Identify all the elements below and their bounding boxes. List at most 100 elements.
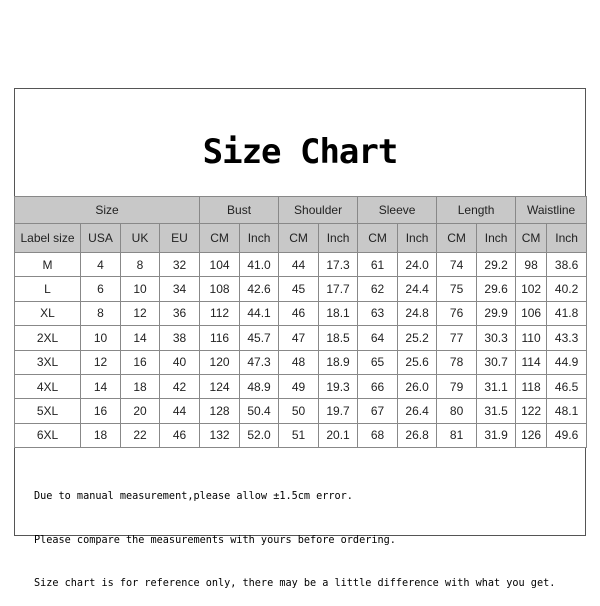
table-cell: 122	[515, 398, 548, 424]
table-row: L 6 10 34 108 42.6 45 17.7 62 24.4 75 29.6 102 40.2	[14, 276, 588, 302]
column-header: CM	[436, 223, 478, 253]
table-cell: 18	[120, 373, 160, 400]
group-header: Sleeve	[357, 196, 438, 224]
table-cell: 48.1	[546, 398, 588, 424]
table-cell: 46.5	[546, 373, 588, 400]
table-cell: 40	[158, 349, 201, 375]
table-cell: 5XL	[14, 398, 81, 424]
table-cell: 48.9	[239, 373, 280, 400]
table-cell: 22	[120, 422, 160, 449]
table-cell: 17.3	[318, 251, 359, 278]
table-cell: 14	[120, 325, 160, 351]
table-cell: 44	[278, 251, 320, 278]
table-cell: M	[14, 251, 81, 278]
table-cell: 8	[80, 300, 121, 327]
column-header: Inch	[546, 223, 588, 253]
group-header: Length	[436, 196, 517, 224]
table-cell: 18.1	[318, 300, 359, 327]
column-header: Inch	[239, 223, 280, 253]
table-cell: 132	[199, 422, 241, 449]
table-cell: 65	[357, 349, 399, 375]
table-cell: 76	[436, 300, 478, 327]
table-cell: 4XL	[14, 373, 81, 400]
table-cell: 2XL	[14, 325, 81, 351]
table-cell: 20	[120, 398, 160, 424]
table-cell: 78	[436, 349, 478, 375]
note-line: Due to manual measurement,please allow ±…	[34, 491, 353, 502]
table-cell: XL	[14, 300, 81, 327]
table-cell: 30.7	[476, 349, 517, 375]
table-cell: 40.2	[546, 276, 588, 302]
table-cell: 49	[278, 373, 320, 400]
table-cell: 41.8	[546, 300, 588, 327]
table-cell: 49.6	[546, 422, 588, 449]
table-cell: 26.0	[397, 373, 438, 400]
table-cell: 98	[515, 251, 548, 278]
table-cell: 74	[436, 251, 478, 278]
table-cell: 16	[80, 398, 121, 424]
table-cell: 61	[357, 251, 399, 278]
table-cell: 102	[515, 276, 548, 302]
table-cell: 114	[515, 349, 548, 375]
notes: Due to manual measurement,please allow ±…	[34, 461, 555, 606]
table-cell: 24.8	[397, 300, 438, 327]
table-cell: 104	[199, 251, 241, 278]
table-cell: 77	[436, 325, 478, 351]
table-cell: 120	[199, 349, 241, 375]
table-cell: 17.7	[318, 276, 359, 302]
table-cell: 106	[515, 300, 548, 327]
table-cell: 44	[158, 398, 201, 424]
note-line: Please compare the measurements with you…	[34, 534, 396, 546]
table-cell: 31.1	[476, 373, 517, 400]
size-table: Size Bust Shoulder Sleeve Length Waistline Lab…	[13, 196, 588, 449]
table-row: 3XL 12 16 40 120 47.3 48 18.9 65 25.6 78 30.7 114 44.…	[14, 349, 588, 375]
table-cell: 24.0	[397, 251, 438, 278]
column-header: EU	[158, 223, 201, 253]
table-cell: 10	[80, 325, 121, 351]
group-header: Waistline	[515, 196, 588, 224]
table-cell: 80	[436, 398, 478, 424]
table-row: 2XL 10 14 38 116 45.7 47 18.5 64 25.2 77 30.3 110 43.…	[14, 325, 588, 351]
table-cell: 52.0	[239, 422, 280, 449]
table-cell: 6	[80, 276, 121, 302]
group-header: Shoulder	[278, 196, 359, 224]
table-cell: 12	[120, 300, 160, 327]
table-cell: 30.3	[476, 325, 517, 351]
table-cell: 47	[278, 325, 320, 351]
table-cell: 42	[158, 373, 201, 400]
table-cell: 20.1	[318, 422, 359, 449]
column-header: CM	[199, 223, 241, 253]
table-cell: 63	[357, 300, 399, 327]
table-cell: 42.6	[239, 276, 280, 302]
table-cell: 25.6	[397, 349, 438, 375]
table-cell: 19.7	[318, 398, 359, 424]
table-cell: 67	[357, 398, 399, 424]
table-cell: 75	[436, 276, 478, 302]
table-cell: 44.1	[239, 300, 280, 327]
table-cell: 116	[199, 325, 241, 351]
table-cell: 31.9	[476, 422, 517, 449]
table-cell: 45	[278, 276, 320, 302]
table-row: 4XL 14 18 42 124 48.9 49 19.3 66 26.0 79 31.1 118 46.…	[14, 373, 588, 400]
table-cell: 81	[436, 422, 478, 449]
table-cell: 46	[278, 300, 320, 327]
table-cell: 26.8	[397, 422, 438, 449]
table-cell: 10	[120, 276, 160, 302]
table-cell: 48	[278, 349, 320, 375]
table-cell: 50.4	[239, 398, 280, 424]
table-cell: 64	[357, 325, 399, 351]
sub-header-row: Label size USA UK EU CM Inch CM Inch CM Inch CM Inc…	[14, 223, 588, 253]
table-cell: 50	[278, 398, 320, 424]
table-cell: 44.9	[546, 349, 588, 375]
column-header: USA	[80, 223, 121, 253]
table-cell: 29.9	[476, 300, 517, 327]
table-cell: 43.3	[546, 325, 588, 351]
table-cell: 24.4	[397, 276, 438, 302]
table-cell: 45.7	[239, 325, 280, 351]
table-cell: 32	[158, 251, 201, 278]
table-cell: 25.2	[397, 325, 438, 351]
column-header: CM	[357, 223, 399, 253]
table-cell: 29.2	[476, 251, 517, 278]
table-cell: 8	[120, 251, 160, 278]
column-header: CM	[278, 223, 320, 253]
